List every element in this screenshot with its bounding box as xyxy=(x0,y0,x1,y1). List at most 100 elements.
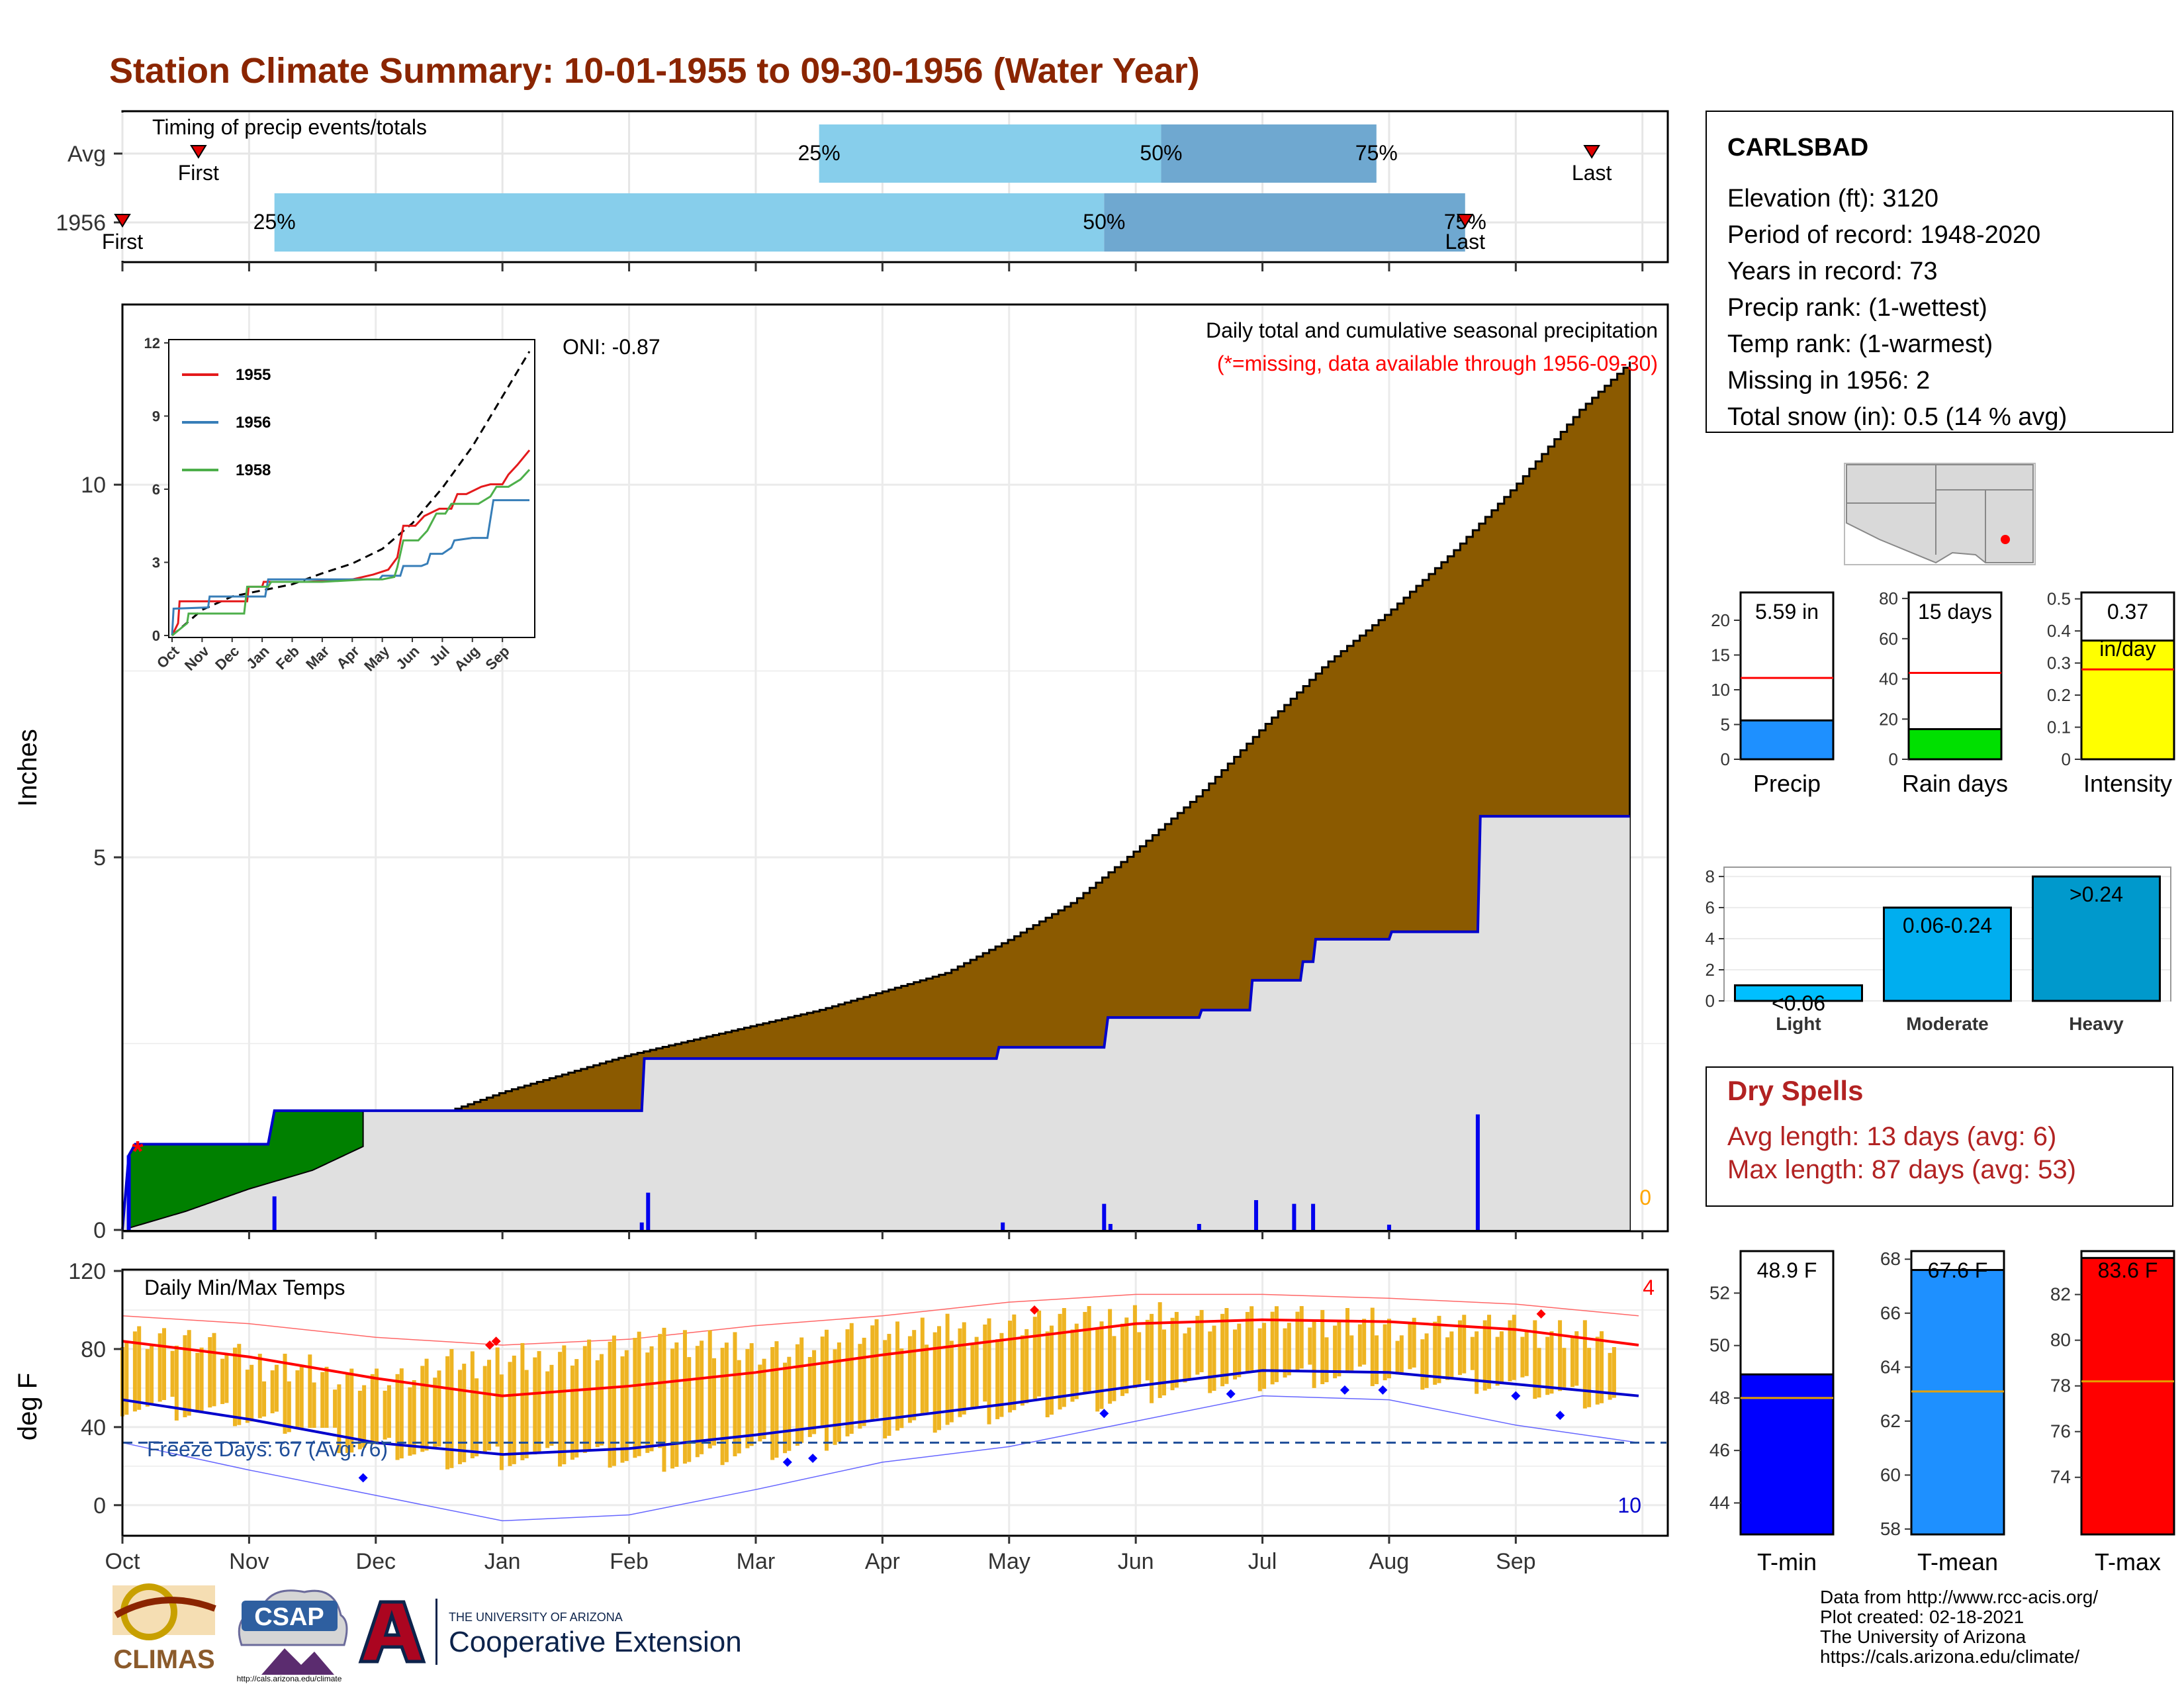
daily-temp-range-bar xyxy=(1387,1319,1391,1379)
daily-temp-range-bar xyxy=(624,1350,629,1462)
dry-spells-frame xyxy=(1706,1066,2173,1207)
daily-temp-range-bar xyxy=(524,1370,529,1459)
summary-bar-value-label: in/day xyxy=(2099,637,2156,661)
daily-temp-range-bar xyxy=(945,1313,950,1425)
summary-bar-value xyxy=(1907,727,2003,761)
timing-bar-q25-q50 xyxy=(819,124,1161,183)
record-high-marker xyxy=(485,1340,495,1350)
daily-temp-range-bar xyxy=(682,1330,687,1464)
daily-temp-range-bar xyxy=(958,1328,962,1417)
events-bar xyxy=(1734,984,1863,1002)
summary-bar-tmean_mean: 58 60 62 64 66 68 67.6 F T-mean xyxy=(1880,1248,2005,1575)
daily-temp-range-bar xyxy=(512,1355,516,1464)
timing-row-label: Avg xyxy=(68,142,106,167)
daily-temp-range-bar xyxy=(645,1352,650,1453)
daily-temp-range-bar xyxy=(1174,1311,1179,1388)
daily-temp-range-bar xyxy=(562,1345,567,1465)
csap-mountains xyxy=(261,1648,334,1675)
daily-temp-range-bar xyxy=(649,1346,654,1452)
month-x-tick-label: May xyxy=(988,1549,1030,1574)
inset-y-tick-label: 12 xyxy=(144,335,160,352)
temp-grid xyxy=(121,1270,1666,1534)
summary-bar-tick-label: 5 xyxy=(1721,715,1730,735)
daily-temp-range-bar xyxy=(1595,1336,1600,1405)
daily-temp-range-bar xyxy=(1395,1340,1400,1375)
month-x-tick-label: Apr xyxy=(865,1549,900,1574)
month-x-tick-label: Jan xyxy=(484,1549,521,1574)
climas-logo-text: CLIMAS xyxy=(113,1645,214,1674)
daily-temp-range-bar xyxy=(1457,1320,1462,1376)
daily-temp-range-bar xyxy=(883,1340,887,1438)
summary-bar-tick-label: 0 xyxy=(2062,749,2071,769)
daily-temp-range-bar xyxy=(637,1331,641,1456)
summary-bar-tick-label: 60 xyxy=(1879,629,1898,649)
page-title: Station Climate Summary: 10-01-1955 to 0… xyxy=(109,51,1200,91)
timing-quartile-label: 50% xyxy=(1083,210,1125,234)
record-low-marker xyxy=(1099,1409,1109,1419)
daily-temp-range-bar xyxy=(936,1326,941,1430)
csap-logo: CSAP http://cals.arizona.edu/climate xyxy=(237,1589,348,1683)
daily-temp-range-bar xyxy=(1449,1331,1454,1379)
precip-y-tick-label: 5 xyxy=(93,845,106,870)
daily-temp-range-bar xyxy=(395,1374,400,1460)
daily-temp-range-bar xyxy=(482,1366,487,1453)
daily-temp-range-bar xyxy=(995,1339,1000,1419)
precip-chart-title: Daily total and cumulative seasonal prec… xyxy=(1206,318,1658,342)
daily-temp-range-bar xyxy=(1274,1306,1279,1382)
daily-temp-range-bar xyxy=(820,1336,825,1429)
daily-temp-range-bar xyxy=(1512,1315,1516,1380)
summary-bar-tick-label: 74 xyxy=(2050,1467,2071,1487)
daily-temp-range-bar xyxy=(1212,1325,1216,1391)
events-bar xyxy=(2032,875,2161,1002)
timing-quartile-label: 50% xyxy=(1140,141,1182,165)
temp-y-label: deg F xyxy=(13,1373,42,1440)
summary-bar-category-label: T-max xyxy=(2095,1548,2161,1575)
daily-temp-range-bar xyxy=(1087,1306,1091,1391)
inset-legend-label: 1956 xyxy=(236,414,271,432)
daily-precip-bar xyxy=(1387,1225,1391,1230)
daily-temp-range-bar xyxy=(1482,1320,1487,1391)
daily-temp-range-bar xyxy=(533,1357,537,1455)
daily-temp-range-bar xyxy=(1399,1335,1404,1373)
daily-temp-range-bar xyxy=(1533,1320,1537,1399)
locator-map xyxy=(1844,463,2036,565)
daily-temp-range-bar xyxy=(283,1354,287,1434)
daily-temp-range-bar xyxy=(1257,1328,1262,1391)
daily-temp-range-bar xyxy=(1424,1333,1429,1388)
summary-bar-value xyxy=(1739,1373,1835,1536)
missing-count-label: 0 xyxy=(1639,1186,1651,1209)
summary-bar-tick-label: 0.2 xyxy=(2047,685,2071,705)
daily-temp-range-bar xyxy=(1420,1339,1425,1390)
precip-panel-frame xyxy=(121,303,1669,1233)
summary-bar-tick-label: 10 xyxy=(1711,680,1730,700)
csap-logo-text: CSAP xyxy=(254,1603,324,1631)
daily-temp-range-bar xyxy=(161,1328,166,1401)
daily-temp-range-bar xyxy=(687,1357,692,1462)
daily-temp-range-bar xyxy=(1549,1331,1554,1394)
daily-temp-range-bar xyxy=(1495,1336,1500,1386)
daily-temp-range-bar xyxy=(224,1355,229,1403)
summary-bar-intensity: 0 0.1 0.2 0.3 0.4 0.5 0.37 in/day Intensity xyxy=(2047,589,2175,797)
record-high-marker xyxy=(491,1336,501,1346)
daily-temp-range-bar xyxy=(457,1370,462,1464)
daily-temp-range-bar xyxy=(1345,1308,1349,1373)
summary-bar-tmin_mean: 44 46 48 50 52 48.9 F T-min xyxy=(1709,1250,1835,1575)
daily-temp-range-bar xyxy=(195,1352,200,1413)
summary-bar-value xyxy=(2080,639,2175,761)
summary-bar-tick-label: 60 xyxy=(1880,1464,1901,1485)
station-info-box: CARLSBAD Elevation (ft): 3120 Period of … xyxy=(1706,111,2173,433)
summary-bar-tick-label: 46 xyxy=(1709,1440,1730,1460)
events-y-tick-label: 8 xyxy=(1706,867,1715,886)
daily-temp-range-bar xyxy=(237,1344,242,1425)
daily-temp-range-bar xyxy=(1058,1313,1062,1410)
summary-bar-tick-label: 76 xyxy=(2050,1421,2071,1442)
daily-temp-range-bar xyxy=(1224,1308,1229,1384)
station-line: Years in record: 73 xyxy=(1727,258,1938,285)
daily-temp-range-bar xyxy=(449,1349,454,1468)
credit-line: Data from http://www.rcc-acis.org/ xyxy=(1820,1587,2098,1607)
inset-series-1956 xyxy=(171,499,529,636)
daily-temp-range-bar xyxy=(1045,1331,1050,1418)
temp-content xyxy=(120,1293,1666,1522)
daily-precip-bar xyxy=(1253,1199,1258,1230)
daily-precip-bar xyxy=(1197,1223,1201,1230)
